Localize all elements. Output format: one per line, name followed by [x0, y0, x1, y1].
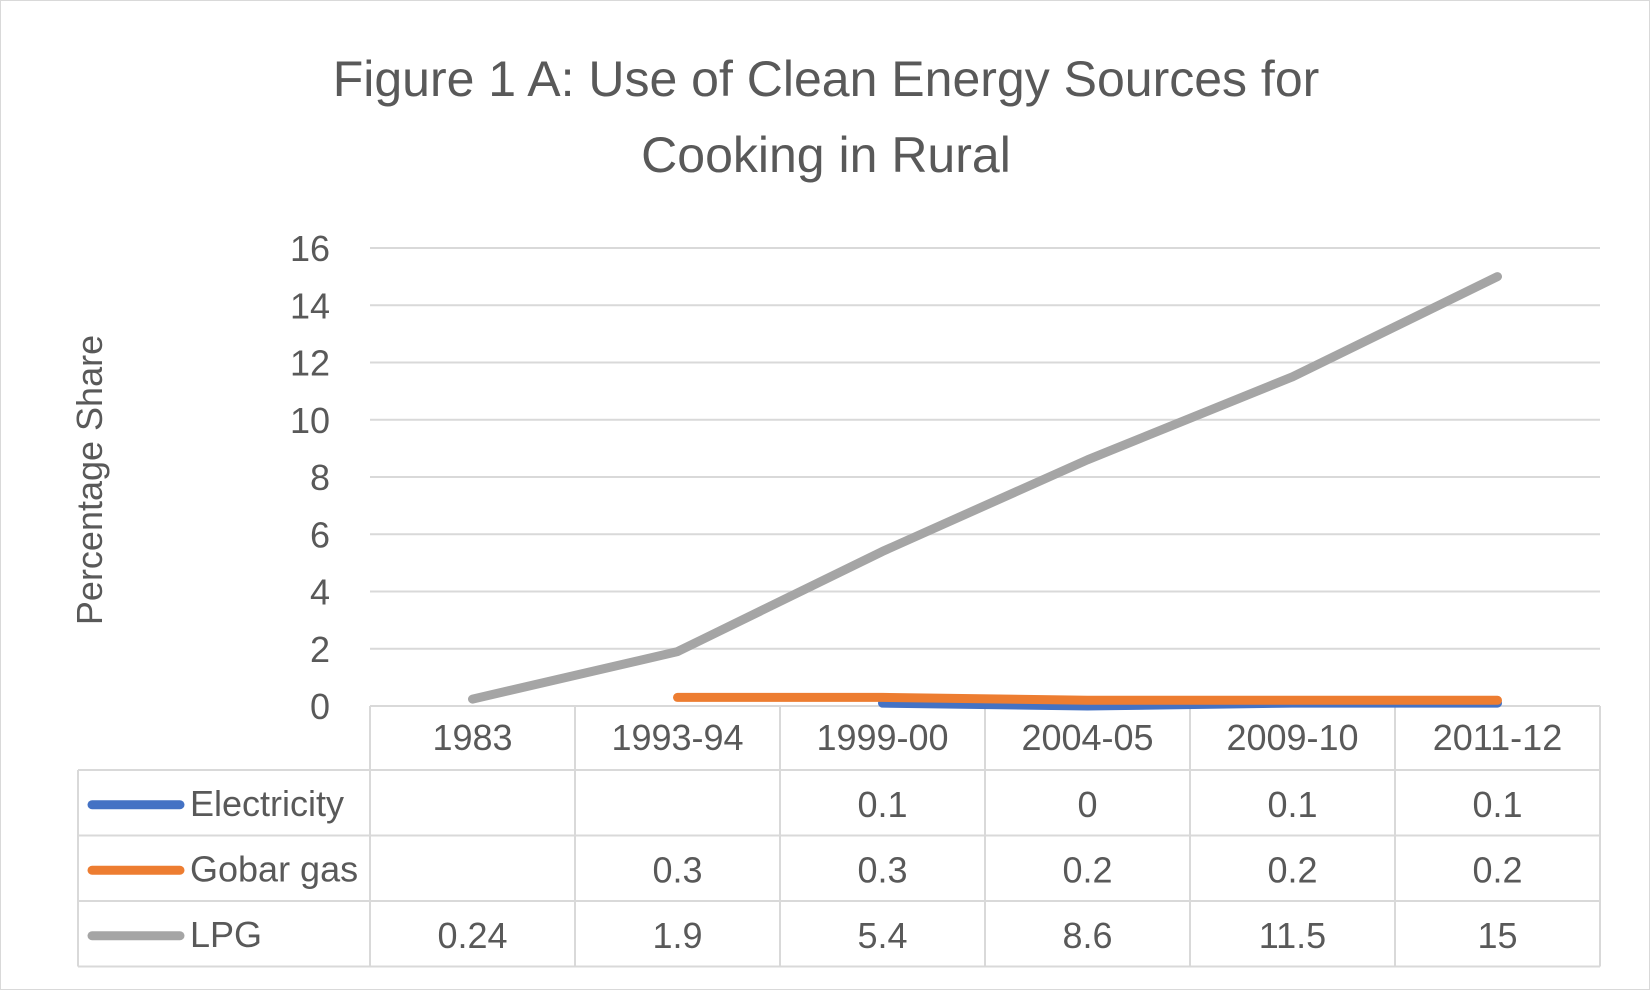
series-lines	[468, 272, 1502, 711]
data-value-label: 0.2	[1472, 849, 1522, 890]
y-tick-label: 8	[310, 457, 330, 498]
chart-title-line-2: Cooking in Rural	[641, 127, 1011, 183]
legend-label: Electricity	[190, 783, 344, 824]
data-value-label: 1.9	[652, 915, 702, 956]
x-tick-label: 2004-05	[1021, 717, 1153, 758]
data-value-label: 5.4	[857, 915, 907, 956]
chart-title: Figure 1 A: Use of Clean Energy Sources …	[333, 51, 1320, 183]
data-value-label: 0.2	[1267, 849, 1317, 890]
data-table: 1983 1993-94 1999-00 2004-05 2009-10 2011-12 E…	[77, 705, 1601, 968]
data-value-label: 0.1	[857, 784, 907, 825]
data-value-label: 0.1	[1472, 784, 1522, 825]
y-axis-label: Percentage Share	[69, 335, 110, 625]
y-tick-label: 16	[290, 228, 330, 269]
y-tick-label: 2	[310, 629, 330, 670]
y-tick-labels: 0 2 4 6 8 10 12 14 16	[290, 228, 330, 727]
y-tick-label: 12	[290, 343, 330, 384]
data-value-label: 0.3	[857, 849, 907, 890]
legend-label: Gobar gas	[190, 848, 358, 889]
x-tick-label: 2011-12	[1433, 717, 1562, 758]
data-value-label: 8.6	[1062, 915, 1112, 956]
data-value-label: 15	[1477, 915, 1517, 956]
data-value-label: 0.2	[1062, 849, 1112, 890]
y-tick-label: 4	[310, 572, 330, 613]
data-value-label: 0.3	[652, 849, 702, 890]
series-line	[468, 272, 1502, 704]
data-value-label: 0.1	[1267, 784, 1317, 825]
x-tick-label: 1999-00	[816, 717, 948, 758]
data-value-label: 11.5	[1259, 915, 1326, 956]
y-tick-label: 6	[310, 514, 330, 555]
chart-title-line-1: Figure 1 A: Use of Clean Energy Sources …	[333, 51, 1320, 107]
data-value-label: 0	[1077, 784, 1097, 825]
legend-label: LPG	[190, 914, 262, 955]
data-value-label: 0.24	[437, 915, 507, 956]
series-line	[673, 692, 1502, 705]
gridlines	[370, 247, 1600, 650]
y-tick-label: 0	[310, 686, 330, 727]
x-tick-label: 1993-94	[611, 717, 743, 758]
x-tick-label: 1983	[432, 717, 512, 758]
y-tick-label: 14	[290, 285, 330, 326]
x-tick-label: 2009-10	[1226, 717, 1358, 758]
y-tick-label: 10	[290, 400, 330, 441]
